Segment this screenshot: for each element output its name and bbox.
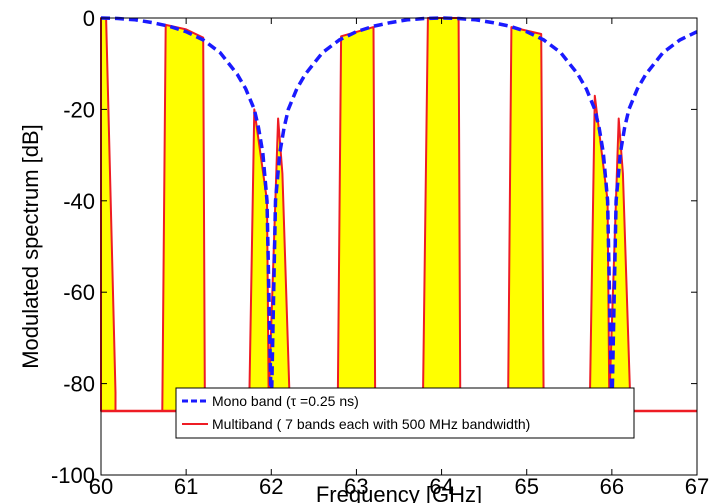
y-tick-label: -20: [63, 97, 95, 122]
legend: Mono band (τ =0.25 ns) Multiband ( 7 ban…: [175, 387, 635, 439]
x-tick-label: 65: [514, 474, 538, 499]
x-tick-label: 66: [600, 474, 624, 499]
x-tick-label: 60: [89, 474, 113, 499]
multiband-fill-layer: [100, 17, 632, 412]
legend-label-multiband: Multiband ( 7 bands each with 500 MHz ba…: [212, 416, 530, 432]
x-tick-label: 61: [174, 474, 198, 499]
y-tick-label: -40: [63, 189, 95, 214]
y-tick-label: -80: [63, 372, 95, 397]
y-tick-label: 0: [83, 6, 95, 31]
multiband-band-6: [507, 26, 545, 412]
x-tick-label: 63: [344, 474, 368, 499]
y-axis-label: Modulated spectrum [dB]: [18, 124, 43, 369]
multiband-band-4: [336, 26, 377, 412]
x-axis-label: Frequency [GHz]: [316, 482, 482, 503]
y-tick-label: -60: [63, 280, 95, 305]
x-tick-label: 62: [259, 474, 283, 499]
x-tick-label: 67: [685, 474, 709, 499]
x-tick-label: 64: [429, 474, 453, 499]
mono-band-curve: [100, 16, 698, 412]
multiband-band-5: [421, 17, 462, 412]
multiband-band-2: [161, 23, 206, 412]
legend-box: [175, 387, 635, 439]
multiband-band-1: [100, 17, 117, 412]
mono-band-curve-layer: [100, 16, 698, 412]
plot-frame: [100, 17, 698, 476]
y-axis-ticks: 0 -20 -40 -60 -80 -100: [51, 6, 697, 488]
y-tick-label: -100: [51, 463, 95, 488]
x-axis-ticks: 60 61 62 63 64 65 66 67: [89, 18, 709, 499]
legend-label-mono-band: Mono band (τ =0.25 ns): [212, 393, 359, 409]
